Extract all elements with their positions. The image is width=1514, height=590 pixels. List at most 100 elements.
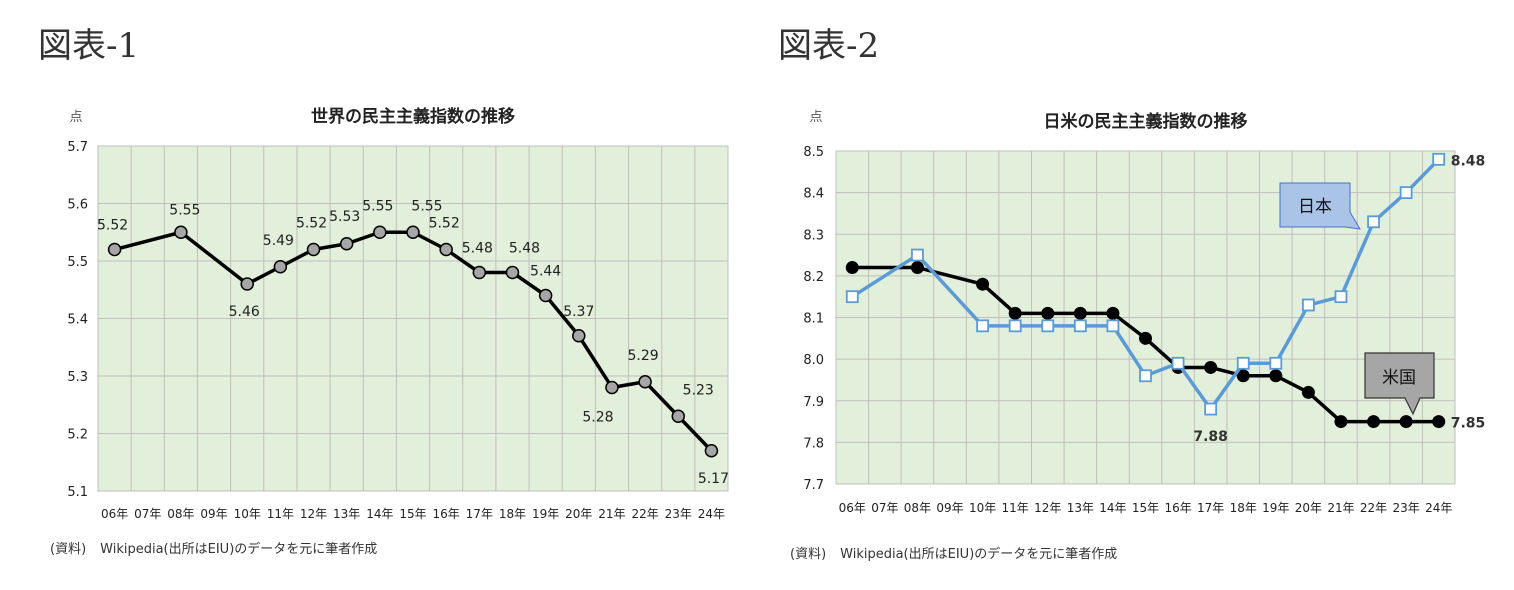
data-label-japan: 7.88 — [1193, 429, 1228, 445]
x-tick-label: 06年 — [839, 501, 866, 515]
data-point-us — [910, 261, 924, 275]
x-tick-label: 06年 — [101, 507, 128, 521]
data-label: 5.17 — [698, 471, 729, 487]
data-point-japan — [1236, 356, 1250, 370]
x-tick-label: 22年 — [1360, 501, 1387, 515]
data-point-japan — [845, 290, 859, 304]
data-label: 5.44 — [530, 264, 561, 280]
data-point-japan — [1301, 298, 1315, 312]
y-tick-label: 7.8 — [803, 436, 824, 451]
source-note-1: (資料) Wikipedia(出所はEIU)のデータを元に筆者作成 — [50, 538, 377, 557]
y-tick-label: 5.2 — [67, 428, 88, 443]
data-point-us — [1106, 306, 1120, 320]
data-point-japan — [1073, 319, 1087, 333]
data-point — [704, 444, 719, 458]
data-point-japan — [911, 248, 924, 262]
data-label: 5.55 — [362, 198, 393, 214]
data-point — [339, 237, 354, 251]
y-tick-label: 8.0 — [803, 353, 824, 368]
x-tick-label: 09年 — [936, 501, 963, 515]
data-point-us — [976, 277, 990, 291]
data-point — [406, 225, 420, 239]
x-tick-label: 15年 — [399, 507, 426, 521]
x-tick-label: 23年 — [665, 507, 692, 521]
y-tick-label: 7.7 — [803, 478, 824, 493]
data-label: 5.49 — [263, 233, 294, 249]
series-line-us — [852, 265, 1439, 424]
source-prefix: (資料) — [790, 547, 827, 562]
source-note-2: (資料) Wikipedia(出所はEIU)のデータを元に筆者作成 — [790, 543, 1117, 562]
x-tick-label: 14年 — [366, 507, 393, 521]
x-tick-label: 07年 — [134, 507, 161, 521]
data-point — [306, 242, 321, 257]
data-point — [505, 265, 520, 280]
x-tick-label: 19年 — [532, 507, 559, 521]
y-tick-label: 8.2 — [803, 270, 824, 285]
plot-area — [835, 150, 1456, 485]
data-label: 5.23 — [683, 382, 714, 398]
chart-title: 世界の民主主義指数の推移 — [311, 106, 515, 127]
x-tick-label: 08年 — [167, 507, 194, 521]
source-text: Wikipedia(出所はEIU)のデータを元に筆者作成 — [100, 542, 378, 557]
x-tick-label: 11年 — [1002, 501, 1029, 515]
y-tick-label: 5.7 — [67, 140, 88, 155]
x-tick-label: 11年 — [267, 507, 294, 521]
y-tick-label: 8.1 — [803, 312, 824, 327]
x-tick-label: 17年 — [1197, 501, 1224, 515]
data-point — [472, 265, 487, 280]
data-point-japan — [1171, 356, 1185, 370]
data-point — [605, 380, 619, 395]
data-point — [538, 288, 553, 303]
data-point-japan — [1008, 319, 1022, 333]
x-tick-label: 14年 — [1099, 501, 1126, 515]
y-axis-unit: 点 — [69, 110, 82, 125]
y-tick-label: 5.6 — [67, 198, 88, 213]
x-tick-label: 10年 — [234, 507, 261, 521]
x-tick-label: 12年 — [1034, 501, 1061, 515]
x-tick-label: 24年 — [698, 507, 725, 521]
x-tick-label: 22年 — [631, 507, 658, 521]
data-label: 5.52 — [296, 216, 327, 232]
data-point-us — [1367, 415, 1381, 429]
y-tick-label: 7.9 — [803, 395, 824, 410]
data-label: 5.53 — [329, 209, 360, 225]
data-label: 5.55 — [411, 198, 442, 214]
data-point-us — [1073, 306, 1087, 320]
x-tick-label: 08年 — [904, 501, 931, 515]
data-point-us — [1269, 369, 1283, 383]
data-point-us — [1301, 385, 1315, 399]
x-tick-label: 23年 — [1392, 501, 1419, 515]
data-point-us — [1236, 369, 1250, 383]
data-label: 5.48 — [462, 241, 493, 257]
x-tick-label: 18年 — [499, 507, 526, 521]
y-tick-label: 5.1 — [67, 485, 88, 500]
data-point-us — [1139, 331, 1152, 345]
data-point-japan — [1106, 319, 1120, 333]
data-point — [373, 225, 387, 239]
y-tick-label: 8.3 — [803, 228, 824, 243]
data-label: 5.52 — [97, 218, 128, 234]
callout-label-japan: 日本 — [1298, 197, 1332, 217]
y-tick-label: 5.4 — [67, 313, 88, 328]
x-tick-label: 21年 — [598, 507, 625, 521]
source-prefix: (資料) — [50, 542, 87, 557]
data-point-us — [1432, 415, 1446, 429]
y-tick-label: 5.5 — [67, 255, 88, 270]
x-tick-label: 20年 — [1295, 501, 1322, 515]
data-point-japan — [1367, 215, 1380, 229]
data-point-japan — [1139, 369, 1152, 383]
data-label: 5.52 — [429, 216, 460, 232]
chart-world-democracy-index: 5.1 5.2 5.3 5.4 5.5 5.6 5.7 06年 07年 08年 09年 10年 11年 1… — [67, 106, 729, 521]
data-point — [671, 409, 686, 423]
data-point — [174, 225, 188, 239]
y-tick-label: 8.4 — [803, 187, 824, 202]
data-label: 5.37 — [563, 304, 594, 320]
x-tick-label: 24年 — [1425, 501, 1452, 515]
x-tick-label: 20年 — [565, 507, 592, 521]
callout-label-us: 米国 — [1382, 368, 1416, 388]
figure-2-label: 図表-2 — [778, 26, 880, 66]
x-tick-label: 16年 — [433, 507, 460, 521]
y-tick-label: 8.5 — [803, 145, 824, 160]
data-point-japan — [976, 319, 990, 333]
x-tick-label: 16年 — [1164, 501, 1191, 515]
